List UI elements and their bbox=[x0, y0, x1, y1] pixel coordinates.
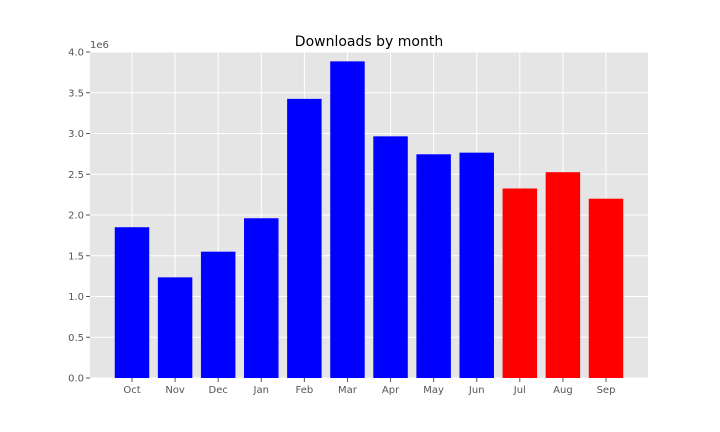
bar-jan bbox=[244, 218, 279, 378]
x-tick-label: Jul bbox=[513, 385, 526, 396]
x-tick-label: Feb bbox=[296, 385, 314, 396]
bar-sep bbox=[588, 198, 624, 378]
y-tick-label: 4.0 bbox=[68, 48, 84, 59]
bar-dec bbox=[200, 251, 236, 378]
x-tick-label: Nov bbox=[165, 385, 185, 396]
x-tick-label: Jan bbox=[253, 385, 269, 396]
x-tick-label: Dec bbox=[209, 385, 228, 396]
bar-apr bbox=[373, 136, 408, 378]
y-tick-label: 1.5 bbox=[68, 251, 84, 262]
x-tick-label: May bbox=[423, 385, 444, 396]
y-tick-label: 3.0 bbox=[68, 129, 84, 140]
x-tick-label: Jun bbox=[468, 385, 485, 396]
chart-title: Downloads by month bbox=[295, 34, 443, 50]
x-tick-label: Apr bbox=[382, 385, 400, 396]
y-tick-label: 1.0 bbox=[68, 292, 84, 303]
x-axis: Oct Nov Dec Jan Feb Mar Apr May Jun Jul Aug Sep bbox=[123, 378, 615, 396]
bar-may bbox=[416, 154, 451, 378]
y-tick-label: 3.5 bbox=[68, 88, 84, 99]
y-tick-label: 2.0 bbox=[68, 211, 84, 222]
x-tick-label: Mar bbox=[338, 385, 358, 396]
bar-nov bbox=[157, 277, 193, 378]
y-tick-label: 0.0 bbox=[68, 374, 84, 385]
bar-oct bbox=[114, 227, 150, 378]
bar-mar bbox=[330, 61, 365, 379]
x-tick-label: Oct bbox=[123, 385, 140, 396]
x-tick-label: Aug bbox=[553, 385, 573, 396]
bar-aug bbox=[545, 172, 581, 378]
bar-jun bbox=[459, 152, 494, 378]
y-axis: 0.0 0.5 1.0 1.5 2.0 2.5 3.0 3.5 4.0 bbox=[68, 48, 90, 385]
y-axis-offset-label: 1e6 bbox=[90, 40, 109, 51]
y-tick-label: 2.5 bbox=[68, 170, 84, 181]
bar-jul bbox=[502, 188, 538, 378]
bars bbox=[114, 61, 624, 379]
x-tick-label: Sep bbox=[597, 385, 616, 396]
bar-feb bbox=[287, 98, 322, 379]
y-tick-label: 0.5 bbox=[68, 333, 84, 344]
